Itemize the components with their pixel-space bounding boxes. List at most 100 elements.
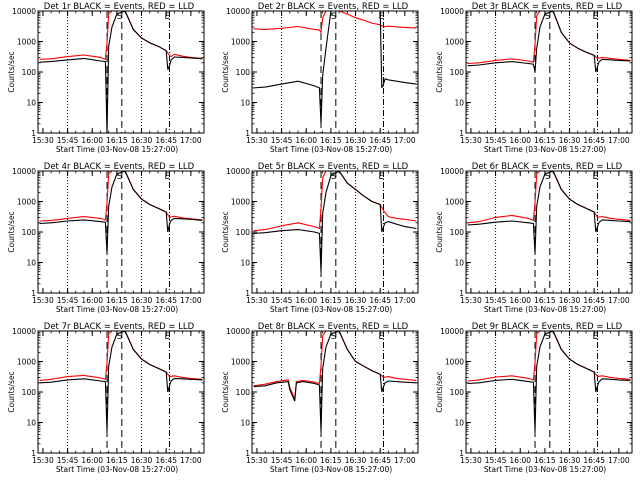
chart-title: Det 5r BLACK = Events, RED = LLD bbox=[258, 162, 409, 172]
x-axis-label: Start Time (03-Nov-08 15:27:00) bbox=[56, 145, 178, 154]
marker-label: E bbox=[592, 332, 598, 342]
y-tick-label: 100 bbox=[22, 388, 37, 397]
y-tick-label: 10 bbox=[240, 259, 250, 268]
x-tick-label: 16:45 bbox=[155, 296, 177, 305]
x-tick-label: 16:30 bbox=[559, 296, 581, 305]
x-tick-label: 17:00 bbox=[394, 136, 416, 145]
x-axis-label: Start Time (03-Nov-08 15:27:00) bbox=[484, 305, 606, 314]
series-line-lld bbox=[39, 171, 203, 222]
y-tick-label: 100 bbox=[450, 228, 465, 237]
y-axis-label: Counts/sec bbox=[7, 371, 16, 412]
y-tick-label: 1 bbox=[31, 449, 36, 458]
y-tick-label: 10000 bbox=[12, 167, 36, 176]
plot-frame bbox=[251, 330, 419, 454]
y-tick-label: 1000 bbox=[445, 198, 464, 207]
x-tick-label: 16:00 bbox=[295, 136, 317, 145]
x-tick-label: 15:45 bbox=[271, 296, 293, 305]
x-tick-label: 16:45 bbox=[155, 456, 177, 465]
marker-label: S bbox=[331, 332, 337, 342]
chart-title: Det 3r BLACK = Events, RED = LLD bbox=[472, 2, 623, 12]
x-tick-label: 15:45 bbox=[57, 136, 79, 145]
x-tick-label: 15:45 bbox=[485, 456, 507, 465]
y-tick-label: 10000 bbox=[226, 327, 250, 336]
x-tick-label: 16:30 bbox=[131, 296, 153, 305]
x-tick-label: 15:30 bbox=[32, 136, 54, 145]
x-tick-label: 17:00 bbox=[180, 456, 202, 465]
y-axis-label: Counts/sec bbox=[435, 211, 444, 252]
marker-label: E bbox=[378, 172, 384, 182]
series-line-events bbox=[39, 171, 203, 254]
x-tick-label: 17:00 bbox=[394, 296, 416, 305]
x-tick-label: 17:00 bbox=[608, 296, 630, 305]
y-tick-label: 10000 bbox=[226, 167, 250, 176]
x-tick-label: 16:15 bbox=[106, 136, 128, 145]
marker-label: S bbox=[117, 332, 123, 342]
x-tick-label: 16:15 bbox=[320, 136, 342, 145]
y-axis-label: Counts/sec bbox=[221, 371, 230, 412]
x-tick-label: 16:45 bbox=[155, 136, 177, 145]
marker-label: S bbox=[545, 332, 551, 342]
y-tick-label: 100 bbox=[236, 228, 251, 237]
x-tick-label: 17:00 bbox=[180, 296, 202, 305]
series-line-events bbox=[253, 11, 417, 124]
y-tick-label: 10000 bbox=[12, 7, 36, 16]
plot-frame bbox=[37, 10, 205, 134]
marker-label: S bbox=[331, 12, 337, 22]
y-tick-label: 10000 bbox=[440, 7, 464, 16]
y-tick-label: 1 bbox=[245, 129, 250, 138]
y-tick-label: 1 bbox=[245, 449, 250, 458]
x-tick-label: 15:45 bbox=[57, 456, 79, 465]
y-tick-label: 10 bbox=[26, 419, 36, 428]
x-tick-label: 16:15 bbox=[106, 296, 128, 305]
x-tick-label: 15:30 bbox=[460, 136, 482, 145]
x-tick-label: 16:00 bbox=[81, 136, 103, 145]
x-tick-label: 17:00 bbox=[608, 456, 630, 465]
x-axis-label: Start Time (03-Nov-08 15:27:00) bbox=[56, 465, 178, 474]
y-tick-label: 10 bbox=[26, 259, 36, 268]
marker-label: S bbox=[331, 172, 337, 182]
plot-frame bbox=[251, 170, 419, 294]
marker-label: E bbox=[378, 12, 384, 22]
chart-title: Det 1r BLACK = Events, RED = LLD bbox=[44, 2, 195, 12]
y-tick-label: 1000 bbox=[17, 358, 36, 367]
y-tick-label: 10 bbox=[454, 99, 464, 108]
x-tick-label: 15:30 bbox=[460, 296, 482, 305]
y-tick-label: 100 bbox=[22, 228, 37, 237]
x-tick-label: 16:30 bbox=[345, 456, 367, 465]
y-tick-label: 1000 bbox=[445, 358, 464, 367]
plot-frame bbox=[465, 330, 633, 454]
x-axis-label: Start Time (03-Nov-08 15:27:00) bbox=[270, 305, 392, 314]
x-tick-label: 15:45 bbox=[271, 456, 293, 465]
marker-label: E bbox=[164, 12, 170, 22]
series-line-events bbox=[253, 171, 417, 272]
y-tick-label: 10 bbox=[240, 99, 250, 108]
marker-label: S bbox=[117, 172, 123, 182]
x-tick-label: 15:45 bbox=[57, 296, 79, 305]
chart-title: Det 4r BLACK = Events, RED = LLD bbox=[44, 162, 195, 172]
x-tick-label: 16:45 bbox=[583, 456, 605, 465]
x-tick-label: 16:15 bbox=[534, 296, 556, 305]
x-tick-label: 16:30 bbox=[131, 136, 153, 145]
x-tick-label: 15:30 bbox=[246, 456, 268, 465]
y-tick-label: 1000 bbox=[231, 198, 250, 207]
x-axis-label: Start Time (03-Nov-08 15:27:00) bbox=[56, 305, 178, 314]
y-tick-label: 10000 bbox=[440, 327, 464, 336]
x-tick-label: 16:00 bbox=[295, 456, 317, 465]
series-line-lld bbox=[253, 171, 417, 232]
x-tick-label: 16:45 bbox=[369, 456, 391, 465]
marker-label: E bbox=[164, 332, 170, 342]
x-axis-label: Start Time (03-Nov-08 15:27:00) bbox=[484, 145, 606, 154]
plot-frame bbox=[465, 10, 633, 134]
plot-frame bbox=[465, 170, 633, 294]
y-tick-label: 1000 bbox=[17, 38, 36, 47]
x-tick-label: 15:30 bbox=[460, 456, 482, 465]
plot-frame bbox=[37, 170, 205, 294]
